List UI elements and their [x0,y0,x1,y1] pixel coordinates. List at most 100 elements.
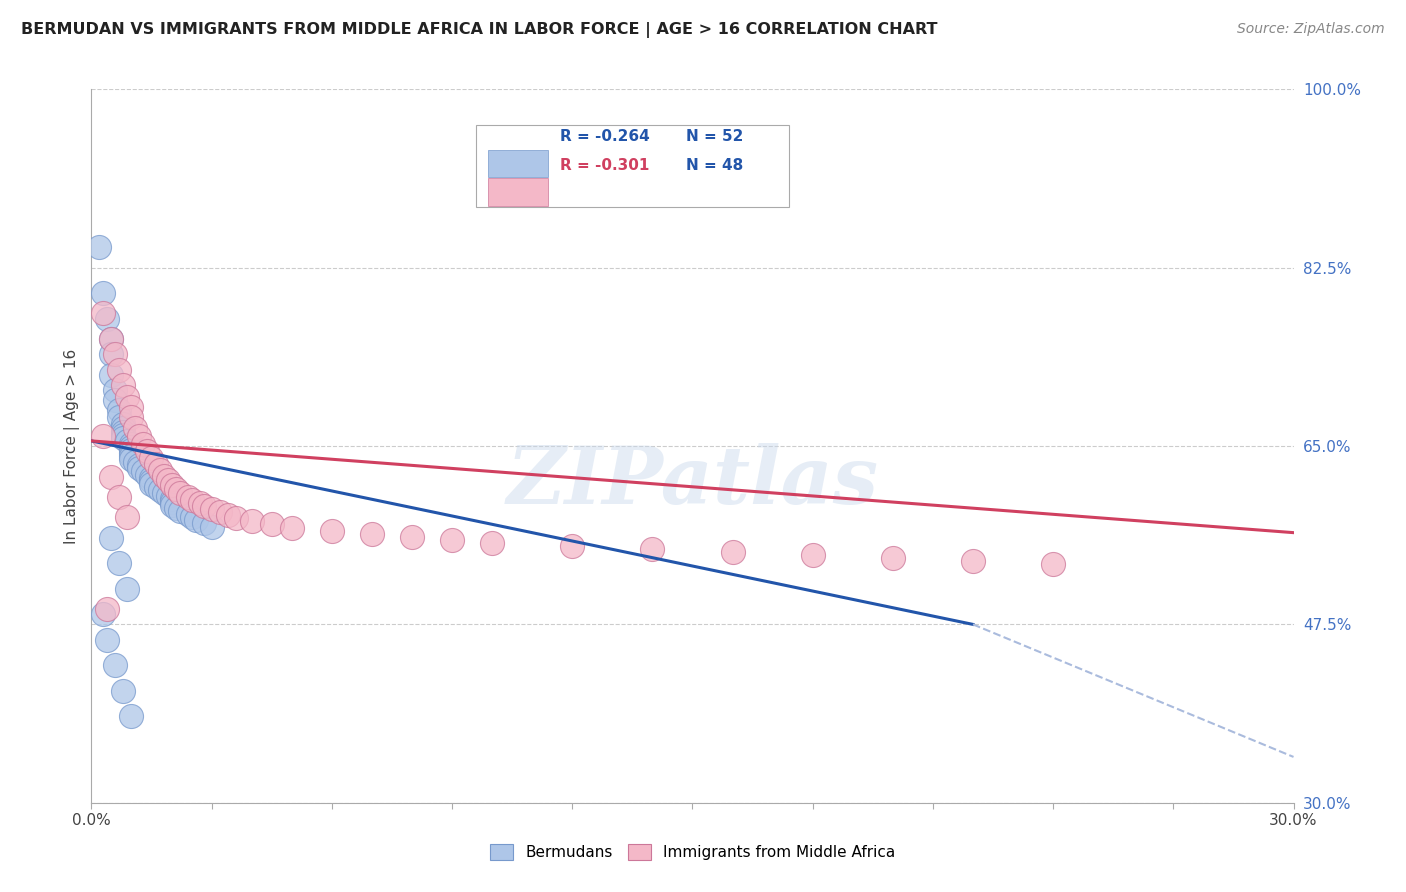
Point [108,490,131,504]
Point [360,526,382,541]
Point [132,465,155,479]
Point [100,332,122,346]
Point [1042,558,1064,572]
Point [117,510,139,524]
Point [141,451,163,466]
Point [128,458,150,473]
Point [100,368,122,382]
Point [112,425,135,439]
Point [165,482,187,496]
Point [141,476,163,491]
Point [156,473,179,487]
Text: Source: ZipAtlas.com: Source: ZipAtlas.com [1237,22,1385,37]
Point [169,486,191,500]
Point [112,417,135,431]
Point [156,489,179,503]
Point [148,463,170,477]
Text: R = -0.301: R = -0.301 [560,158,650,173]
Point [136,467,159,482]
Point [201,519,224,533]
Point [165,501,187,516]
Point [193,499,215,513]
Point [160,491,183,506]
Point [104,347,127,361]
Point [217,508,239,523]
Point [93,429,115,443]
FancyBboxPatch shape [477,125,789,207]
Point [93,306,115,320]
Point [193,516,215,531]
Point [260,517,283,532]
Point [121,709,143,723]
Point [100,531,122,545]
Point [148,483,170,497]
Point [108,556,131,570]
Point [124,455,146,469]
Legend: Bermudans, Immigrants from Middle Africa: Bermudans, Immigrants from Middle Africa [484,838,901,866]
Point [141,470,163,484]
Point [93,286,115,301]
Point [225,511,247,525]
Point [112,420,135,434]
Point [240,515,263,529]
Point [117,390,139,404]
Point [96,311,118,326]
Point [112,431,135,445]
Point [160,495,183,509]
Point [721,545,744,559]
Point [481,536,503,550]
Point [201,502,224,516]
Y-axis label: In Labor Force | Age > 16: In Labor Force | Age > 16 [65,349,80,543]
Point [108,410,131,425]
Point [141,474,163,488]
FancyBboxPatch shape [488,178,548,205]
Point [882,551,904,566]
Point [184,513,207,527]
Point [108,362,131,376]
Point [112,427,135,442]
Point [440,533,463,547]
Point [176,508,198,522]
Point [121,443,143,458]
Point [100,332,122,346]
Point [112,377,135,392]
FancyBboxPatch shape [488,150,548,177]
Point [121,401,143,415]
Point [128,461,150,475]
Point [121,410,143,425]
Point [145,458,167,472]
Point [121,440,143,454]
Point [169,504,191,518]
Point [121,446,143,460]
Text: R = -0.264: R = -0.264 [560,128,650,144]
Point [801,548,824,562]
Point [121,437,143,451]
Point [180,493,202,508]
Text: N = 48: N = 48 [686,158,744,173]
Point [145,480,167,494]
Point [89,240,111,254]
Text: ZIPatlas: ZIPatlas [506,443,879,520]
Point [188,496,211,510]
Point [132,437,155,451]
Point [281,520,304,534]
Point [121,452,143,467]
Point [96,602,118,616]
Point [100,347,122,361]
Point [117,434,139,448]
Point [561,539,583,553]
Point [160,498,183,512]
Point [641,541,664,556]
Point [93,607,115,622]
Point [208,505,231,519]
Point [100,469,122,483]
Point [401,530,423,544]
Point [160,477,183,491]
Point [152,486,174,500]
Text: BERMUDAN VS IMMIGRANTS FROM MIDDLE AFRICA IN LABOR FORCE | AGE > 16 CORRELATION : BERMUDAN VS IMMIGRANTS FROM MIDDLE AFRIC… [21,22,938,38]
Point [112,683,135,698]
Point [152,468,174,483]
Point [180,510,202,524]
Point [136,444,159,458]
Text: N = 52: N = 52 [686,128,744,144]
